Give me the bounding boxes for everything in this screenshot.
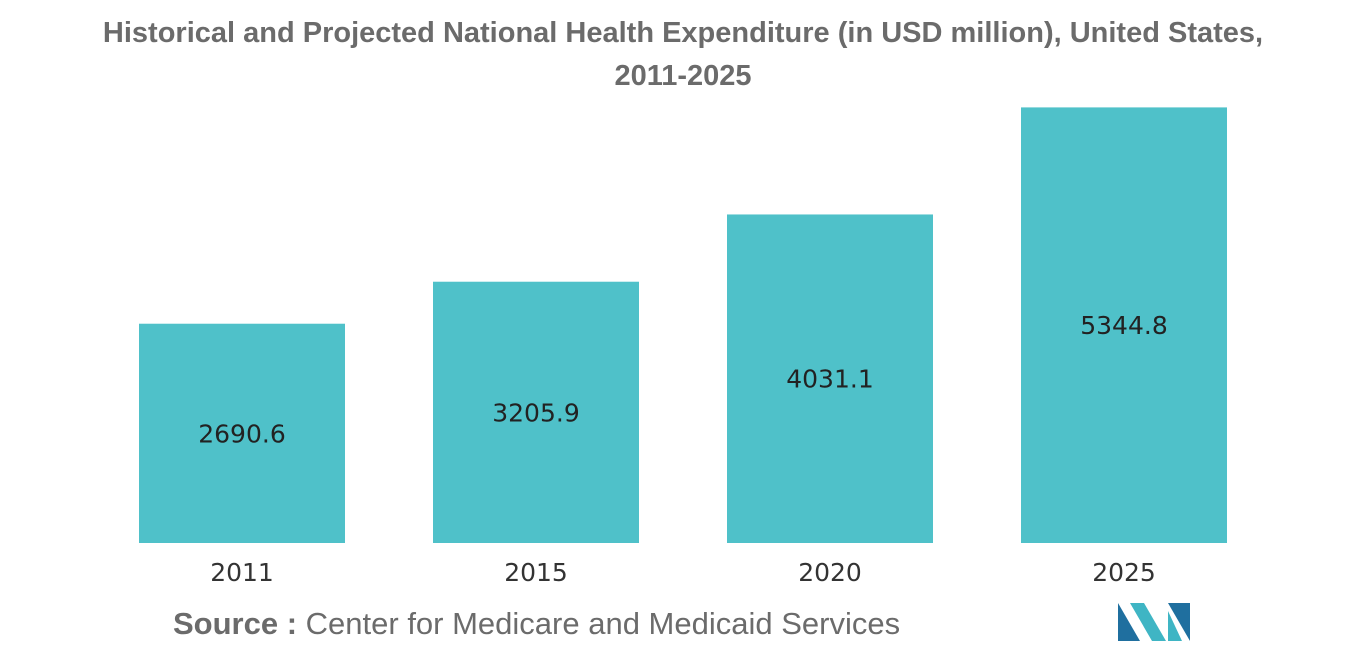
mordor-intelligence-logo-icon bbox=[1118, 603, 1190, 641]
bar-labels-group: 2690.6 3205.9 4031.1 5344.8 bbox=[198, 311, 1167, 448]
bar-value-label-2011: 2690.6 bbox=[198, 419, 285, 448]
bars-group bbox=[139, 107, 1227, 544]
x-tick-label-2020: 2020 bbox=[798, 558, 862, 587]
bar-2020 bbox=[727, 214, 933, 544]
x-tick-label-2015: 2015 bbox=[504, 558, 568, 587]
chart-title: Historical and Projected National Health… bbox=[0, 12, 1366, 98]
x-tick-label-2011: 2011 bbox=[210, 558, 274, 587]
bar-value-label-2015: 3205.9 bbox=[492, 398, 579, 427]
bar-2011 bbox=[139, 323, 345, 543]
bar-chart: 2690.6 3205.9 4031.1 5344.8 2011 2015 2020 202… bbox=[139, 107, 1227, 587]
bar-value-label-2025: 5344.8 bbox=[1080, 311, 1167, 340]
source-text: Center for Medicare and Medicaid Service… bbox=[305, 606, 901, 641]
logo-shape-right-bottom bbox=[1168, 611, 1182, 641]
chart-title-line-2: 2011-2025 bbox=[614, 60, 752, 92]
logo-shape-left bbox=[1118, 603, 1140, 641]
x-axis-tick-labels: 2011 2015 2020 2025 bbox=[210, 558, 1156, 587]
logo-shape-right-top bbox=[1168, 603, 1190, 641]
bar-2025 bbox=[1021, 107, 1227, 543]
chart-title-line-1: Historical and Projected National Health… bbox=[102, 17, 1264, 49]
source-note: Source : Center for Medicare and Medicai… bbox=[173, 606, 900, 642]
source-prefix: Source : bbox=[173, 606, 298, 641]
bar-2015 bbox=[433, 281, 639, 543]
logo-shape-middle bbox=[1130, 603, 1166, 641]
x-tick-label-2025: 2025 bbox=[1092, 558, 1156, 587]
bar-value-label-2020: 4031.1 bbox=[786, 365, 873, 394]
